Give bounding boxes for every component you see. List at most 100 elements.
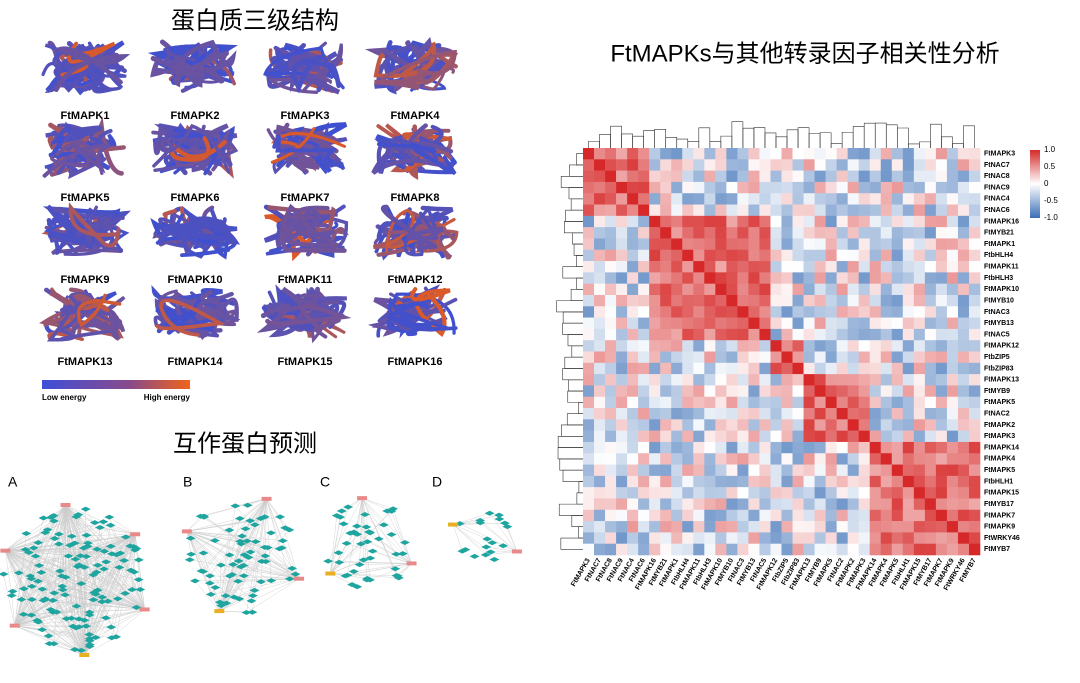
heatmap-cell (781, 340, 793, 352)
heatmap-cell (935, 441, 948, 454)
heatmap-cell (836, 419, 848, 431)
heatmap-cell (924, 453, 937, 465)
row-label: FtMAPK14 (984, 444, 1019, 451)
heatmap-cell (957, 238, 970, 251)
node (494, 516, 505, 522)
row-label: FtMAPK9 (984, 524, 1015, 531)
heatmap-cell (616, 453, 628, 465)
heatmap-cell (792, 193, 804, 205)
heatmap-cell (913, 317, 926, 330)
protein-label: FtMAPK1 (61, 110, 110, 122)
heatmap-cell (693, 261, 705, 273)
heatmap-cell (781, 430, 793, 443)
heatmap-cell (902, 351, 915, 364)
edge (21, 599, 85, 656)
heatmap-cell (660, 159, 672, 171)
heatmap-cell (583, 215, 595, 228)
heatmap-cell (946, 419, 959, 431)
heatmap-cell (913, 509, 926, 522)
row-label: FtMAPK1 (984, 241, 1015, 248)
heatmap-cell (715, 159, 727, 171)
node (73, 512, 84, 518)
heatmap-cell (880, 215, 893, 228)
heatmap-cell (649, 396, 661, 409)
heatmap-cell (814, 430, 826, 443)
heatmap-cell (935, 509, 948, 522)
dendrogram (643, 130, 655, 148)
heatmap-cell (748, 509, 760, 522)
heatmap-cell (946, 509, 959, 522)
dendrogram (775, 136, 788, 148)
edge (65, 504, 73, 537)
heatmap-cell (770, 509, 782, 522)
heatmap-cell (781, 193, 793, 205)
heatmap-cell (924, 204, 937, 217)
node (342, 572, 353, 578)
heatmap-cell (891, 521, 904, 533)
heatmap-cell (759, 487, 771, 499)
node (234, 596, 245, 602)
heatmap-cell (913, 340, 926, 352)
hub (357, 496, 368, 501)
edge (249, 498, 267, 521)
heatmap-cell (803, 294, 815, 307)
heatmap-cell (660, 430, 672, 443)
heatmap-cell (704, 294, 716, 307)
heatmap-cell (759, 408, 771, 420)
heatmap-cell (781, 374, 793, 386)
edge (65, 504, 85, 621)
heatmap-cell (891, 215, 904, 228)
heatmap-cell (836, 441, 848, 454)
dendrogram (896, 127, 909, 148)
heatmap-cell (880, 227, 893, 239)
heatmap-cell (781, 261, 793, 273)
heatmap-cell (759, 272, 771, 284)
edge (5, 550, 117, 638)
heatmap-cell (825, 532, 837, 544)
edge (452, 524, 486, 555)
edge (246, 578, 300, 613)
heatmap-cell (726, 159, 738, 171)
edge (84, 534, 136, 568)
dendrogram (560, 537, 583, 550)
node (365, 555, 376, 561)
edge (42, 534, 136, 590)
edge (186, 520, 251, 532)
heatmap-cell (803, 419, 815, 431)
heatmap-cell (836, 509, 848, 522)
dendrogram (557, 435, 583, 448)
node (228, 561, 239, 567)
heatmap-cell (748, 328, 760, 341)
node (73, 616, 84, 622)
node (37, 627, 48, 633)
heatmap-cell (891, 261, 904, 273)
heatmap-cell (682, 317, 694, 330)
heatmap-cell (803, 385, 815, 398)
heatmap-cell (924, 294, 937, 307)
heatmap-cell (682, 351, 694, 364)
heatmap-cell (968, 374, 981, 386)
node (494, 512, 505, 518)
node (386, 532, 397, 538)
heatmap-cell (814, 351, 826, 364)
heatmap-cell (891, 396, 904, 409)
node (98, 519, 109, 525)
edge (330, 573, 398, 577)
heatmap-cell (682, 283, 694, 296)
protein-strand (272, 134, 344, 167)
heatmap-cell (836, 317, 848, 330)
heatmap-cell (880, 374, 893, 386)
edge (480, 522, 518, 552)
heatmap-cell (605, 419, 617, 431)
heatmap-cell (825, 498, 837, 511)
heatmap-cell (682, 362, 694, 375)
heatmap-cell (638, 306, 650, 318)
heatmap-cell (924, 340, 937, 352)
heatmap-cell (726, 261, 738, 273)
heatmap-cell (638, 453, 650, 465)
heatmap-cell (616, 238, 628, 251)
heatmap-cell (957, 294, 970, 307)
heatmap-cell (759, 430, 771, 443)
node (105, 543, 116, 549)
edge (31, 504, 66, 616)
